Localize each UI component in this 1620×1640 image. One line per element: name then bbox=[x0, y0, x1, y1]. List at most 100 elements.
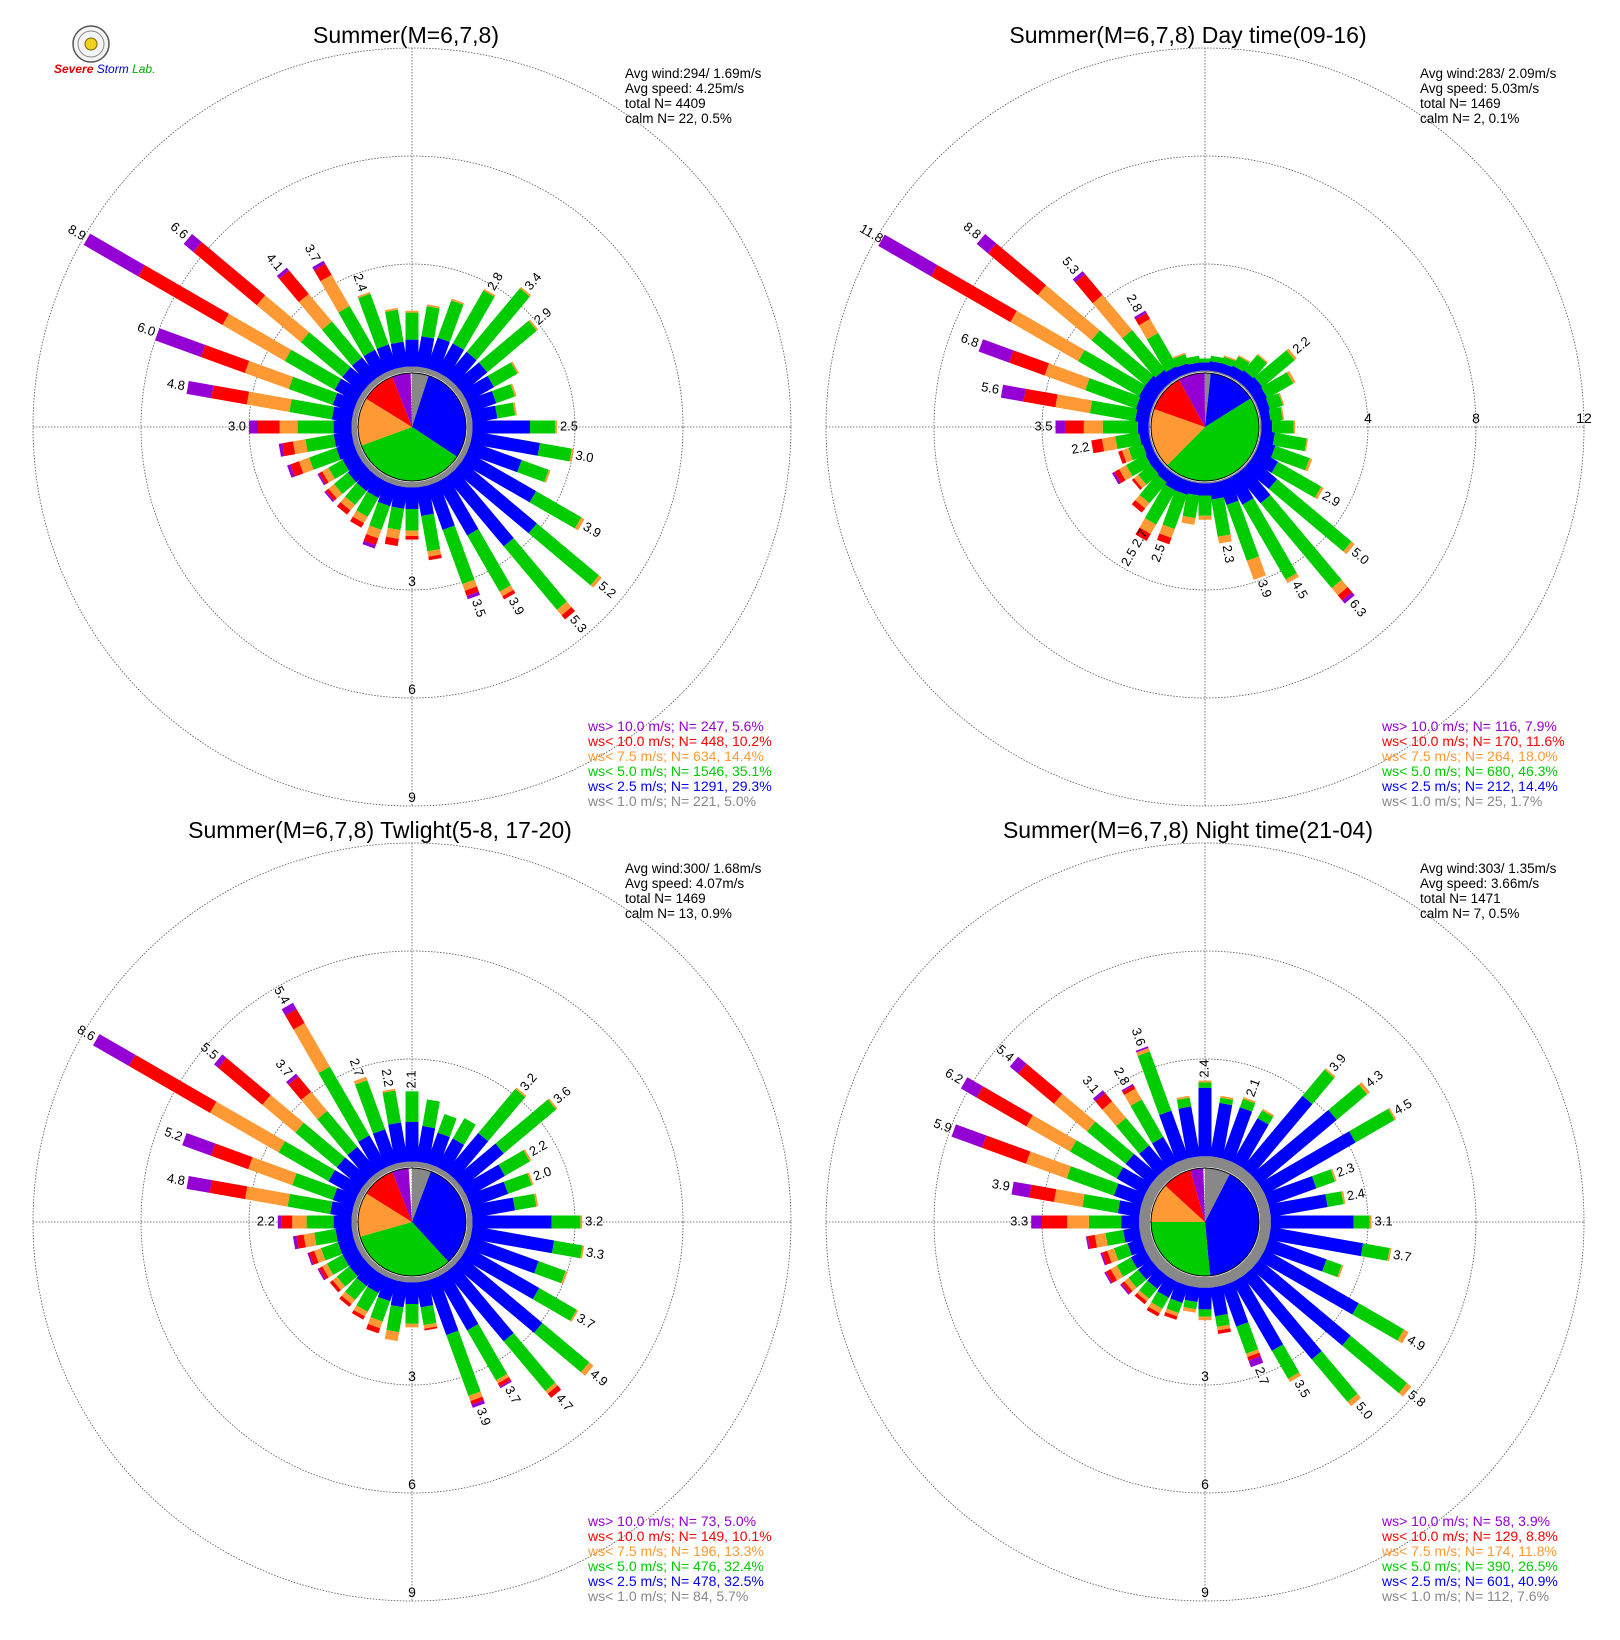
bar-segment bbox=[356, 391, 368, 406]
bar-segment bbox=[1246, 1349, 1260, 1358]
bar-segment bbox=[467, 529, 511, 592]
bar-segment bbox=[1236, 370, 1255, 389]
bar-segment bbox=[1140, 1193, 1156, 1210]
direction-bar-190 bbox=[1182, 1275, 1202, 1313]
bar-segment bbox=[1136, 1290, 1150, 1302]
direction-bar-200 bbox=[362, 476, 400, 549]
pie-slice bbox=[1151, 1222, 1211, 1276]
panel-title: Summer(M=6,7,8) bbox=[313, 22, 499, 48]
bar-segment bbox=[1347, 1393, 1362, 1407]
bar-segment bbox=[361, 1252, 375, 1266]
direction-bar-70 bbox=[461, 383, 517, 415]
bar-segment bbox=[570, 1309, 579, 1322]
pie-slice bbox=[366, 376, 412, 427]
bar-segment bbox=[1255, 397, 1271, 414]
bar-segment bbox=[465, 1205, 473, 1219]
bar-segment bbox=[1162, 490, 1188, 530]
direction-bar-260 bbox=[292, 1225, 359, 1250]
bar-total-label: 2.5 bbox=[1148, 542, 1168, 564]
bar-segment bbox=[1075, 274, 1103, 304]
direction-bar-250 bbox=[307, 1234, 363, 1266]
pie-slice bbox=[412, 373, 429, 427]
legend-entry: ws< 7.5 m/s; N= 264, 18.0% bbox=[1381, 748, 1558, 764]
bar-segment bbox=[451, 298, 465, 305]
bar-segment bbox=[1128, 1269, 1147, 1288]
bar-segment bbox=[351, 430, 359, 444]
bar-segment bbox=[328, 483, 343, 499]
bar-segment bbox=[1139, 1280, 1158, 1299]
bar-segment bbox=[352, 510, 368, 524]
bar-segment bbox=[351, 357, 379, 385]
bar-segment bbox=[1135, 1046, 1149, 1053]
bar-segment bbox=[420, 1305, 437, 1326]
stats-line: Avg speed: 5.03m/s bbox=[1420, 81, 1539, 96]
direction-bar-160: 2.7 bbox=[1217, 1271, 1272, 1387]
pie-slice bbox=[360, 1222, 449, 1276]
bar-segment bbox=[981, 1135, 1031, 1164]
bar-segment bbox=[1265, 393, 1284, 411]
bar-segment bbox=[427, 549, 442, 557]
direction-bar-200 bbox=[366, 1271, 400, 1334]
bar-segment bbox=[295, 1122, 346, 1168]
bar-total-label: 2.5 bbox=[560, 418, 578, 433]
bar-total-label: 3.9 bbox=[1326, 1051, 1349, 1074]
direction-bar-350: 2.2 bbox=[379, 1068, 409, 1169]
range-ring bbox=[933, 155, 1477, 699]
bar-segment bbox=[467, 1324, 508, 1381]
bar-segment bbox=[353, 1076, 368, 1085]
direction-bar-60: 2.2 bbox=[456, 1137, 550, 1201]
bar-segment bbox=[328, 1169, 363, 1198]
bar-segment bbox=[1250, 387, 1268, 405]
bar-segment bbox=[1337, 586, 1353, 601]
bar-segment bbox=[367, 1317, 383, 1329]
bar-segment bbox=[1114, 469, 1126, 484]
bar-segment bbox=[1259, 430, 1275, 446]
direction-bar-210 bbox=[350, 471, 391, 528]
bar-segment bbox=[436, 476, 479, 536]
bar-segment bbox=[1150, 458, 1167, 475]
bar-segment bbox=[292, 1235, 299, 1250]
bar-segment bbox=[1089, 400, 1138, 422]
bar-segment bbox=[1117, 1200, 1142, 1217]
bar-segment bbox=[503, 1333, 556, 1392]
bar-segment bbox=[461, 1246, 540, 1300]
bar-segment bbox=[324, 490, 335, 503]
direction-bar-40: 3.9 bbox=[1235, 1051, 1349, 1185]
bar-segment bbox=[499, 585, 514, 597]
bar-segment bbox=[452, 290, 495, 350]
wind-rose-panel-1: Summer(M=6,7,8) 3 6 9 2.8 3.4 2.9 2.5 3.0 3.9 5.2 5… bbox=[32, 22, 792, 809]
direction-bar-230 bbox=[324, 457, 375, 503]
bar-segment bbox=[445, 469, 514, 547]
bar-segment bbox=[326, 1254, 349, 1275]
direction-bar-130: 5.0 bbox=[1242, 457, 1372, 568]
direction-bar-20: 2.1 bbox=[1217, 1077, 1263, 1173]
bar-segment bbox=[1257, 353, 1268, 364]
bar-segment bbox=[384, 1329, 400, 1342]
bar-segment bbox=[1159, 1110, 1189, 1163]
direction-bar-220 bbox=[1134, 1259, 1175, 1305]
logo-word-lab: Lab. bbox=[132, 62, 156, 76]
direction-bar-160: 3.5 bbox=[424, 476, 489, 619]
bar-segment bbox=[465, 1225, 473, 1239]
bar-total-label: 2.9 bbox=[1320, 488, 1343, 510]
bar-segment bbox=[499, 1380, 512, 1389]
legend-entry: ws< 10.0 m/s; N= 129, 8.8% bbox=[1381, 1528, 1558, 1544]
bar-segment bbox=[1328, 1084, 1368, 1120]
bar-segment bbox=[186, 381, 214, 399]
bar-segment bbox=[590, 575, 602, 588]
bar-segment bbox=[284, 349, 342, 390]
bar-segment bbox=[1130, 1099, 1164, 1144]
direction-bar-190 bbox=[1181, 480, 1202, 525]
bar-segment bbox=[183, 233, 202, 252]
bar-segment bbox=[1147, 1268, 1168, 1289]
bar-segment bbox=[988, 243, 1047, 296]
direction-bar-290: 5.2 bbox=[162, 1124, 363, 1210]
pie-slice bbox=[358, 1193, 412, 1237]
bar-segment bbox=[1176, 362, 1192, 377]
bar-segment bbox=[445, 1264, 514, 1342]
bar-segment bbox=[1157, 457, 1168, 469]
bar-segment bbox=[200, 344, 250, 374]
range-ring bbox=[140, 950, 684, 1494]
bar-segment bbox=[1157, 1167, 1175, 1185]
bar-segment bbox=[446, 1330, 481, 1396]
